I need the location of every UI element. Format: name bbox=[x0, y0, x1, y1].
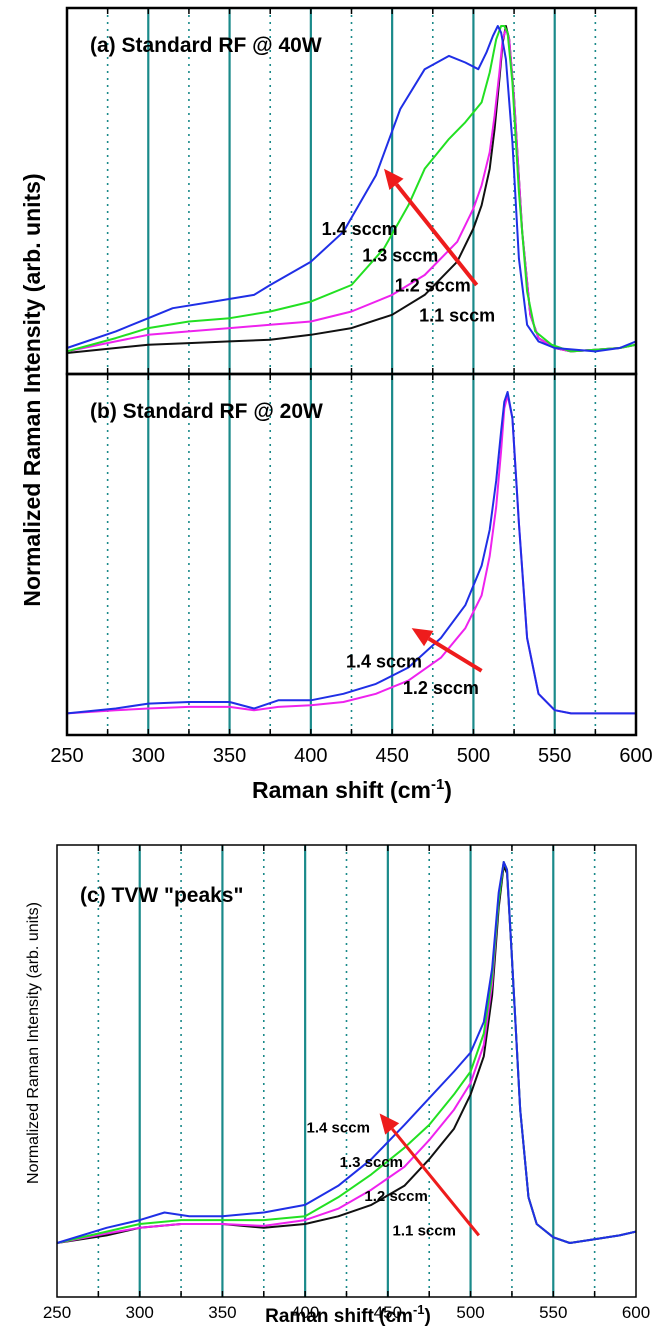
panel-c-x-axis-label: Raman shift (cm-1) bbox=[265, 1302, 431, 1327]
annotation-label: 1.2 sccm bbox=[364, 1188, 427, 1205]
panel-c-x-ticks: 250 300 350 400 450 500 550 600 bbox=[43, 1303, 650, 1322]
panel-c-y-axis-label: Normalized Raman Intensity (arb. units) bbox=[25, 902, 42, 1184]
panel-b-annotations: 1.4 sccm 1.2 sccm bbox=[346, 628, 483, 698]
x-tick-label: 450 bbox=[375, 745, 408, 767]
trend-arrow-head bbox=[384, 168, 404, 191]
trend-arrow-head bbox=[379, 1113, 400, 1135]
x-tick-label: 300 bbox=[132, 745, 165, 767]
x-tick-label: 600 bbox=[619, 745, 652, 767]
series-line-14 bbox=[56, 861, 637, 1244]
panel-a: 1.4 sccm 1.3 sccm 1.2 sccm 1.1 sccm (a) Sta… bbox=[65, 6, 638, 376]
panel-b-series bbox=[66, 391, 636, 715]
x-tick-label: 500 bbox=[457, 745, 490, 767]
panel-a-grid bbox=[106, 8, 597, 374]
panel-c-title: (c) TVW "peaks" bbox=[80, 884, 243, 907]
panel-ab-x-axis-label: Raman shift (cm-1) bbox=[252, 776, 452, 803]
panel-b-grid bbox=[106, 374, 597, 735]
panel-a-annotations: 1.4 sccm 1.3 sccm 1.2 sccm 1.1 sccm bbox=[322, 168, 495, 325]
x-tick-label: 300 bbox=[126, 1303, 154, 1322]
series-line-12 bbox=[66, 28, 637, 353]
annotation-label: 1.4 sccm bbox=[346, 652, 422, 672]
x-tick-label: 500 bbox=[456, 1303, 484, 1322]
x-tick-label: 350 bbox=[213, 745, 246, 767]
panel-b-title: (b) Standard RF @ 20W bbox=[90, 400, 323, 423]
panel-c-frame bbox=[56, 844, 637, 1298]
panel-c-grid bbox=[97, 845, 596, 1297]
panel-ab-y-axis-label: Normalized Raman Intensity (arb. units) bbox=[19, 173, 45, 606]
x-tick-label: 550 bbox=[538, 745, 571, 767]
series-line-13 bbox=[66, 25, 637, 353]
x-tick-label: 250 bbox=[50, 745, 83, 767]
panel-b-x-ticks: 250 300 350 400 450 500 550 600 bbox=[50, 745, 652, 767]
x-tick-label: 600 bbox=[622, 1303, 650, 1322]
trend-arrow-head bbox=[411, 628, 434, 647]
x-tick-label: 450 bbox=[374, 1303, 402, 1322]
series-line-12 bbox=[56, 861, 637, 1244]
x-tick-label: 250 bbox=[43, 1303, 71, 1322]
x-tick-label: 350 bbox=[208, 1303, 236, 1322]
x-tick-label: 400 bbox=[291, 1303, 319, 1322]
panel-c-series bbox=[56, 861, 637, 1244]
trend-arrow-shaft bbox=[427, 636, 483, 673]
annotation-label: 1.1 sccm bbox=[393, 1222, 456, 1239]
panel-b: 1.4 sccm 1.2 sccm (b) Standard RF @ 20W 2… bbox=[50, 372, 653, 767]
annotation-label: 1.3 sccm bbox=[362, 246, 438, 266]
x-tick-label: 400 bbox=[294, 745, 327, 767]
annotation-label: 1.4 sccm bbox=[307, 1120, 370, 1137]
annotation-label: 1.4 sccm bbox=[322, 219, 398, 239]
annotation-label: 1.1 sccm bbox=[419, 305, 495, 325]
panel-c-annotations: 1.4 sccm 1.3 sccm 1.2 sccm 1.1 sccm bbox=[307, 1113, 481, 1239]
annotation-label: 1.3 sccm bbox=[340, 1154, 403, 1171]
x-tick-label: 550 bbox=[539, 1303, 567, 1322]
panel-a-series bbox=[66, 25, 637, 354]
annotation-label: 1.2 sccm bbox=[403, 678, 479, 698]
panel-b-frame bbox=[65, 372, 638, 737]
annotation-label: 1.2 sccm bbox=[395, 276, 471, 296]
series-line-13 bbox=[56, 861, 637, 1244]
trend-arrow-shaft bbox=[394, 183, 479, 287]
series-line-14 bbox=[66, 391, 636, 715]
panel-a-title: (a) Standard RF @ 40W bbox=[90, 34, 322, 57]
series-line-14 bbox=[66, 25, 637, 353]
panel-c: 1.4 sccm 1.3 sccm 1.2 sccm 1.1 sccm (c) TVW… bbox=[43, 844, 650, 1322]
trend-arrow-shaft bbox=[391, 1128, 481, 1237]
